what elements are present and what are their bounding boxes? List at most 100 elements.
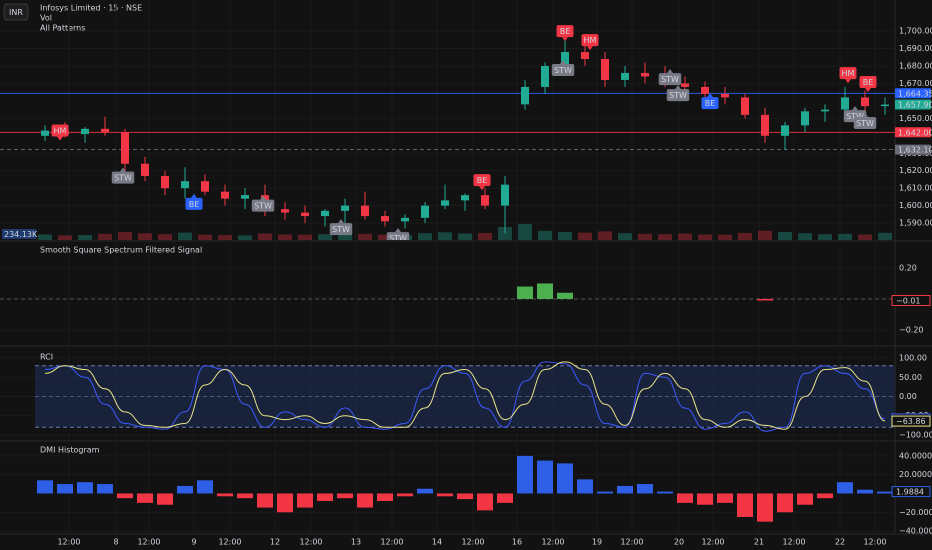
- volume-bar: [678, 233, 692, 240]
- y-tick-label: 20.0000: [899, 470, 932, 479]
- pattern-pointer: [667, 69, 673, 74]
- x-tick-label: 12:00: [299, 538, 322, 547]
- histogram-bar: [877, 491, 893, 494]
- histogram-bar: [97, 484, 113, 494]
- volume-bar: [298, 234, 312, 240]
- x-tick-label: 21: [754, 538, 764, 547]
- pattern-box: [666, 89, 690, 102]
- symbol-title: Infosys Limited · 15 · NSE: [40, 4, 142, 13]
- volume-bar: [358, 233, 372, 240]
- pattern-pointer: [852, 106, 858, 111]
- histogram-bar: [697, 493, 713, 505]
- candle-body: [781, 125, 789, 136]
- pattern-pointer: [479, 186, 485, 191]
- histogram-bar: [377, 493, 393, 501]
- pattern-pointer: [560, 59, 566, 64]
- pattern-text: BE: [705, 99, 716, 108]
- histogram-bar: [337, 493, 353, 499]
- histogram-bar: [37, 480, 53, 494]
- histogram-bar: [637, 484, 653, 494]
- y-tick-label: −0.20: [899, 325, 924, 334]
- volume-bar: [218, 235, 232, 240]
- volume-bar: [758, 230, 772, 240]
- indicator-vol: Vol: [40, 14, 52, 23]
- volume-bar: [158, 234, 172, 240]
- price-label: 1,657.90: [898, 101, 932, 110]
- candle-body: [721, 93, 729, 98]
- volume-bar: [738, 232, 752, 240]
- pattern-text: BE: [863, 78, 874, 87]
- pane-title: RCI: [40, 353, 53, 362]
- y-tick-label: 0.00: [899, 392, 917, 401]
- candle-body: [521, 86, 529, 105]
- currency-box[interactable]: [3, 3, 29, 21]
- histogram-bar: [817, 493, 833, 499]
- y-tick-label: 1,610.00: [899, 184, 932, 193]
- histogram-bar: [737, 493, 753, 517]
- candle-body: [81, 128, 89, 135]
- price-label-box: [895, 127, 931, 138]
- volume-bar: [58, 235, 72, 240]
- x-tick-label: 8: [113, 538, 118, 547]
- currency: INR: [9, 8, 23, 17]
- volume-bar: [878, 232, 892, 240]
- histogram-bar: [357, 493, 373, 508]
- pattern-box: [859, 76, 877, 89]
- pattern-text: STW: [669, 91, 687, 100]
- histogram-bar: [857, 489, 873, 494]
- price-label: 1,642.00: [898, 128, 932, 137]
- pattern-box: [386, 232, 410, 240]
- histogram-bar: [537, 283, 553, 299]
- histogram-bar: [777, 493, 793, 513]
- candle-body: [561, 52, 569, 66]
- y-tick-label: 1,620.00: [899, 166, 932, 175]
- candle-body: [501, 184, 509, 206]
- histogram-bar: [617, 485, 633, 494]
- volume-bar: [78, 235, 92, 240]
- last-value-label: −0.01: [896, 297, 921, 306]
- histogram-bar: [657, 491, 673, 494]
- pattern-text: STW: [661, 75, 679, 84]
- last-value-box: [891, 486, 931, 498]
- last-value-label: 1.9884: [896, 488, 924, 497]
- histogram-bar: [517, 455, 533, 494]
- histogram-bar: [157, 493, 173, 505]
- price-label: 1,664.35: [898, 89, 932, 98]
- candle-body: [201, 181, 209, 192]
- candle-body: [881, 104, 889, 107]
- candle-body: [461, 195, 469, 201]
- y-tick-label: 1,590.00: [899, 219, 932, 228]
- volume-bar: [518, 224, 532, 240]
- candle-body: [701, 86, 709, 94]
- x-tick-label: 12:00: [782, 538, 805, 547]
- volume-bar: [318, 234, 332, 240]
- candle-body: [641, 72, 649, 77]
- pattern-text: STW: [114, 174, 132, 183]
- candle-body: [181, 181, 189, 189]
- candle-body: [601, 58, 609, 80]
- candle-body: [41, 130, 49, 136]
- volume-bar: [138, 233, 152, 240]
- histogram-bar: [757, 493, 773, 522]
- y-tick-label: 100.00: [899, 354, 927, 363]
- x-tick-label: 19: [592, 538, 602, 547]
- candle-body: [621, 72, 629, 80]
- volume-bar: [178, 232, 192, 240]
- histogram-bar: [757, 298, 773, 301]
- volume-bar: [858, 234, 872, 240]
- candle-body: [681, 83, 689, 87]
- pattern-box: [329, 223, 353, 236]
- x-tick-label: 12:00: [380, 538, 403, 547]
- candle-body: [841, 97, 849, 110]
- pattern-box: [185, 197, 203, 210]
- pane-title: Smooth Square Spectrum Filtered Signal: [40, 246, 202, 255]
- price-label-box: [895, 99, 931, 110]
- pattern-box: [853, 117, 877, 130]
- candle-body: [581, 52, 589, 59]
- y-tick-label: 40.0000: [899, 451, 932, 460]
- candle-body: [761, 114, 769, 136]
- pattern-pointer: [120, 167, 126, 172]
- pattern-text: STW: [846, 112, 864, 121]
